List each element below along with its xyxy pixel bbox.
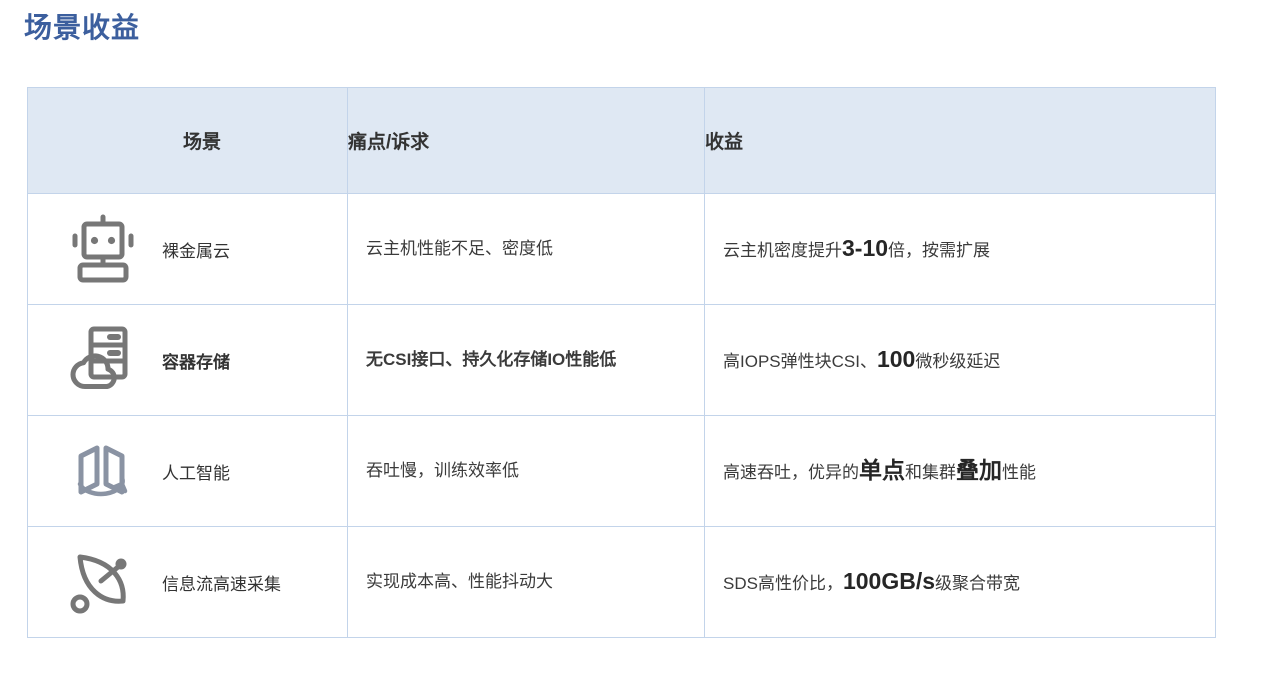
gain-mid: 和集群 bbox=[905, 462, 956, 482]
pain-cell: 吞吐慢，训练效率低 bbox=[347, 415, 705, 527]
pain-cell: 实现成本高、性能抖动大 bbox=[347, 526, 705, 638]
pain-text: 吞吐慢，训练效率低 bbox=[366, 461, 519, 480]
column-header-pain: 痛点/诉求 bbox=[347, 87, 705, 194]
pain-cell: 无CSI接口、持久化存储IO性能低 bbox=[347, 304, 705, 416]
column-header-gain: 收益 bbox=[704, 87, 1216, 194]
scene-cell: 容器存储 bbox=[27, 304, 348, 416]
gain-text: 高IOPS弹性块CSI、100微秒级延迟 bbox=[705, 346, 1215, 375]
scene-cell: 人工智能 bbox=[27, 415, 348, 527]
column-header-scene: 场景 bbox=[27, 87, 348, 194]
table-row: 人工智能 吞吐慢，训练效率低 高速吞吐，优异的单点和集群叠加性能 bbox=[27, 415, 1216, 527]
satellite-dish-icon bbox=[60, 541, 146, 623]
page-title: 场景收益 bbox=[24, 12, 141, 43]
gain-highlight-1: 单点 bbox=[859, 456, 905, 483]
gain-highlight-1: 100 bbox=[876, 345, 916, 372]
gain-mid: 倍，按需扩展 bbox=[888, 240, 991, 260]
gain-text: 云主机密度提升3-10倍，按需扩展 bbox=[705, 235, 1215, 264]
cloud-server-icon bbox=[60, 319, 146, 401]
scene-label: 人工智能 bbox=[162, 463, 230, 483]
table-body: 裸金属云 云主机性能不足、密度低 云主机密度提升3-10倍，按需扩展 bbox=[27, 193, 1216, 638]
gain-highlight-2: 叠加 bbox=[956, 456, 1002, 483]
gain-pre: 高IOPS弹性块CSI、 bbox=[723, 351, 877, 371]
robot-icon bbox=[60, 208, 146, 290]
gain-cell: SDS高性价比，100GB/s级聚合带宽 bbox=[704, 526, 1216, 638]
gain-cell: 高IOPS弹性块CSI、100微秒级延迟 bbox=[704, 304, 1216, 416]
gain-post: 性能 bbox=[1002, 462, 1036, 482]
gain-pre: SDS高性价比， bbox=[723, 573, 843, 593]
gain-pre: 高速吞吐，优异的 bbox=[723, 462, 859, 482]
pain-text: 实现成本高、性能抖动大 bbox=[366, 572, 553, 591]
pain-cell: 云主机性能不足、密度低 bbox=[347, 193, 705, 305]
scene-cell: 信息流高速采集 bbox=[27, 526, 348, 638]
gain-highlight-1: 100GB/s bbox=[842, 567, 936, 594]
ai-panels-icon bbox=[60, 430, 146, 512]
gain-cell: 高速吞吐，优异的单点和集群叠加性能 bbox=[704, 415, 1216, 527]
scene-label: 裸金属云 bbox=[162, 241, 230, 261]
scene-benefit-table: 场景 痛点/诉求 收益 bbox=[27, 87, 1216, 638]
table-header: 场景 痛点/诉求 收益 bbox=[27, 87, 1216, 194]
table-row: 容器存储 无CSI接口、持久化存储IO性能低 高IOPS弹性块CSI、100微秒… bbox=[27, 304, 1216, 416]
pain-text: 云主机性能不足、密度低 bbox=[366, 239, 553, 258]
gain-text: 高速吞吐，优异的单点和集群叠加性能 bbox=[705, 457, 1215, 486]
gain-cell: 云主机密度提升3-10倍，按需扩展 bbox=[704, 193, 1216, 305]
table-row: 裸金属云 云主机性能不足、密度低 云主机密度提升3-10倍，按需扩展 bbox=[27, 193, 1216, 305]
scene-label: 容器存储 bbox=[162, 352, 230, 372]
scene-cell: 裸金属云 bbox=[27, 193, 348, 305]
table-row: 信息流高速采集 实现成本高、性能抖动大 SDS高性价比，100GB/s级聚合带宽 bbox=[27, 526, 1216, 638]
pain-text: 无CSI接口、持久化存储IO性能低 bbox=[366, 350, 617, 369]
scene-label: 信息流高速采集 bbox=[162, 574, 281, 594]
gain-text: SDS高性价比，100GB/s级聚合带宽 bbox=[705, 568, 1215, 597]
table-header-row: 场景 痛点/诉求 收益 bbox=[27, 87, 1216, 194]
gain-mid: 级聚合带宽 bbox=[935, 573, 1021, 593]
gain-highlight-1: 3-10 bbox=[842, 234, 889, 261]
gain-pre: 云主机密度提升 bbox=[723, 240, 842, 260]
gain-mid: 微秒级延迟 bbox=[915, 351, 1001, 371]
